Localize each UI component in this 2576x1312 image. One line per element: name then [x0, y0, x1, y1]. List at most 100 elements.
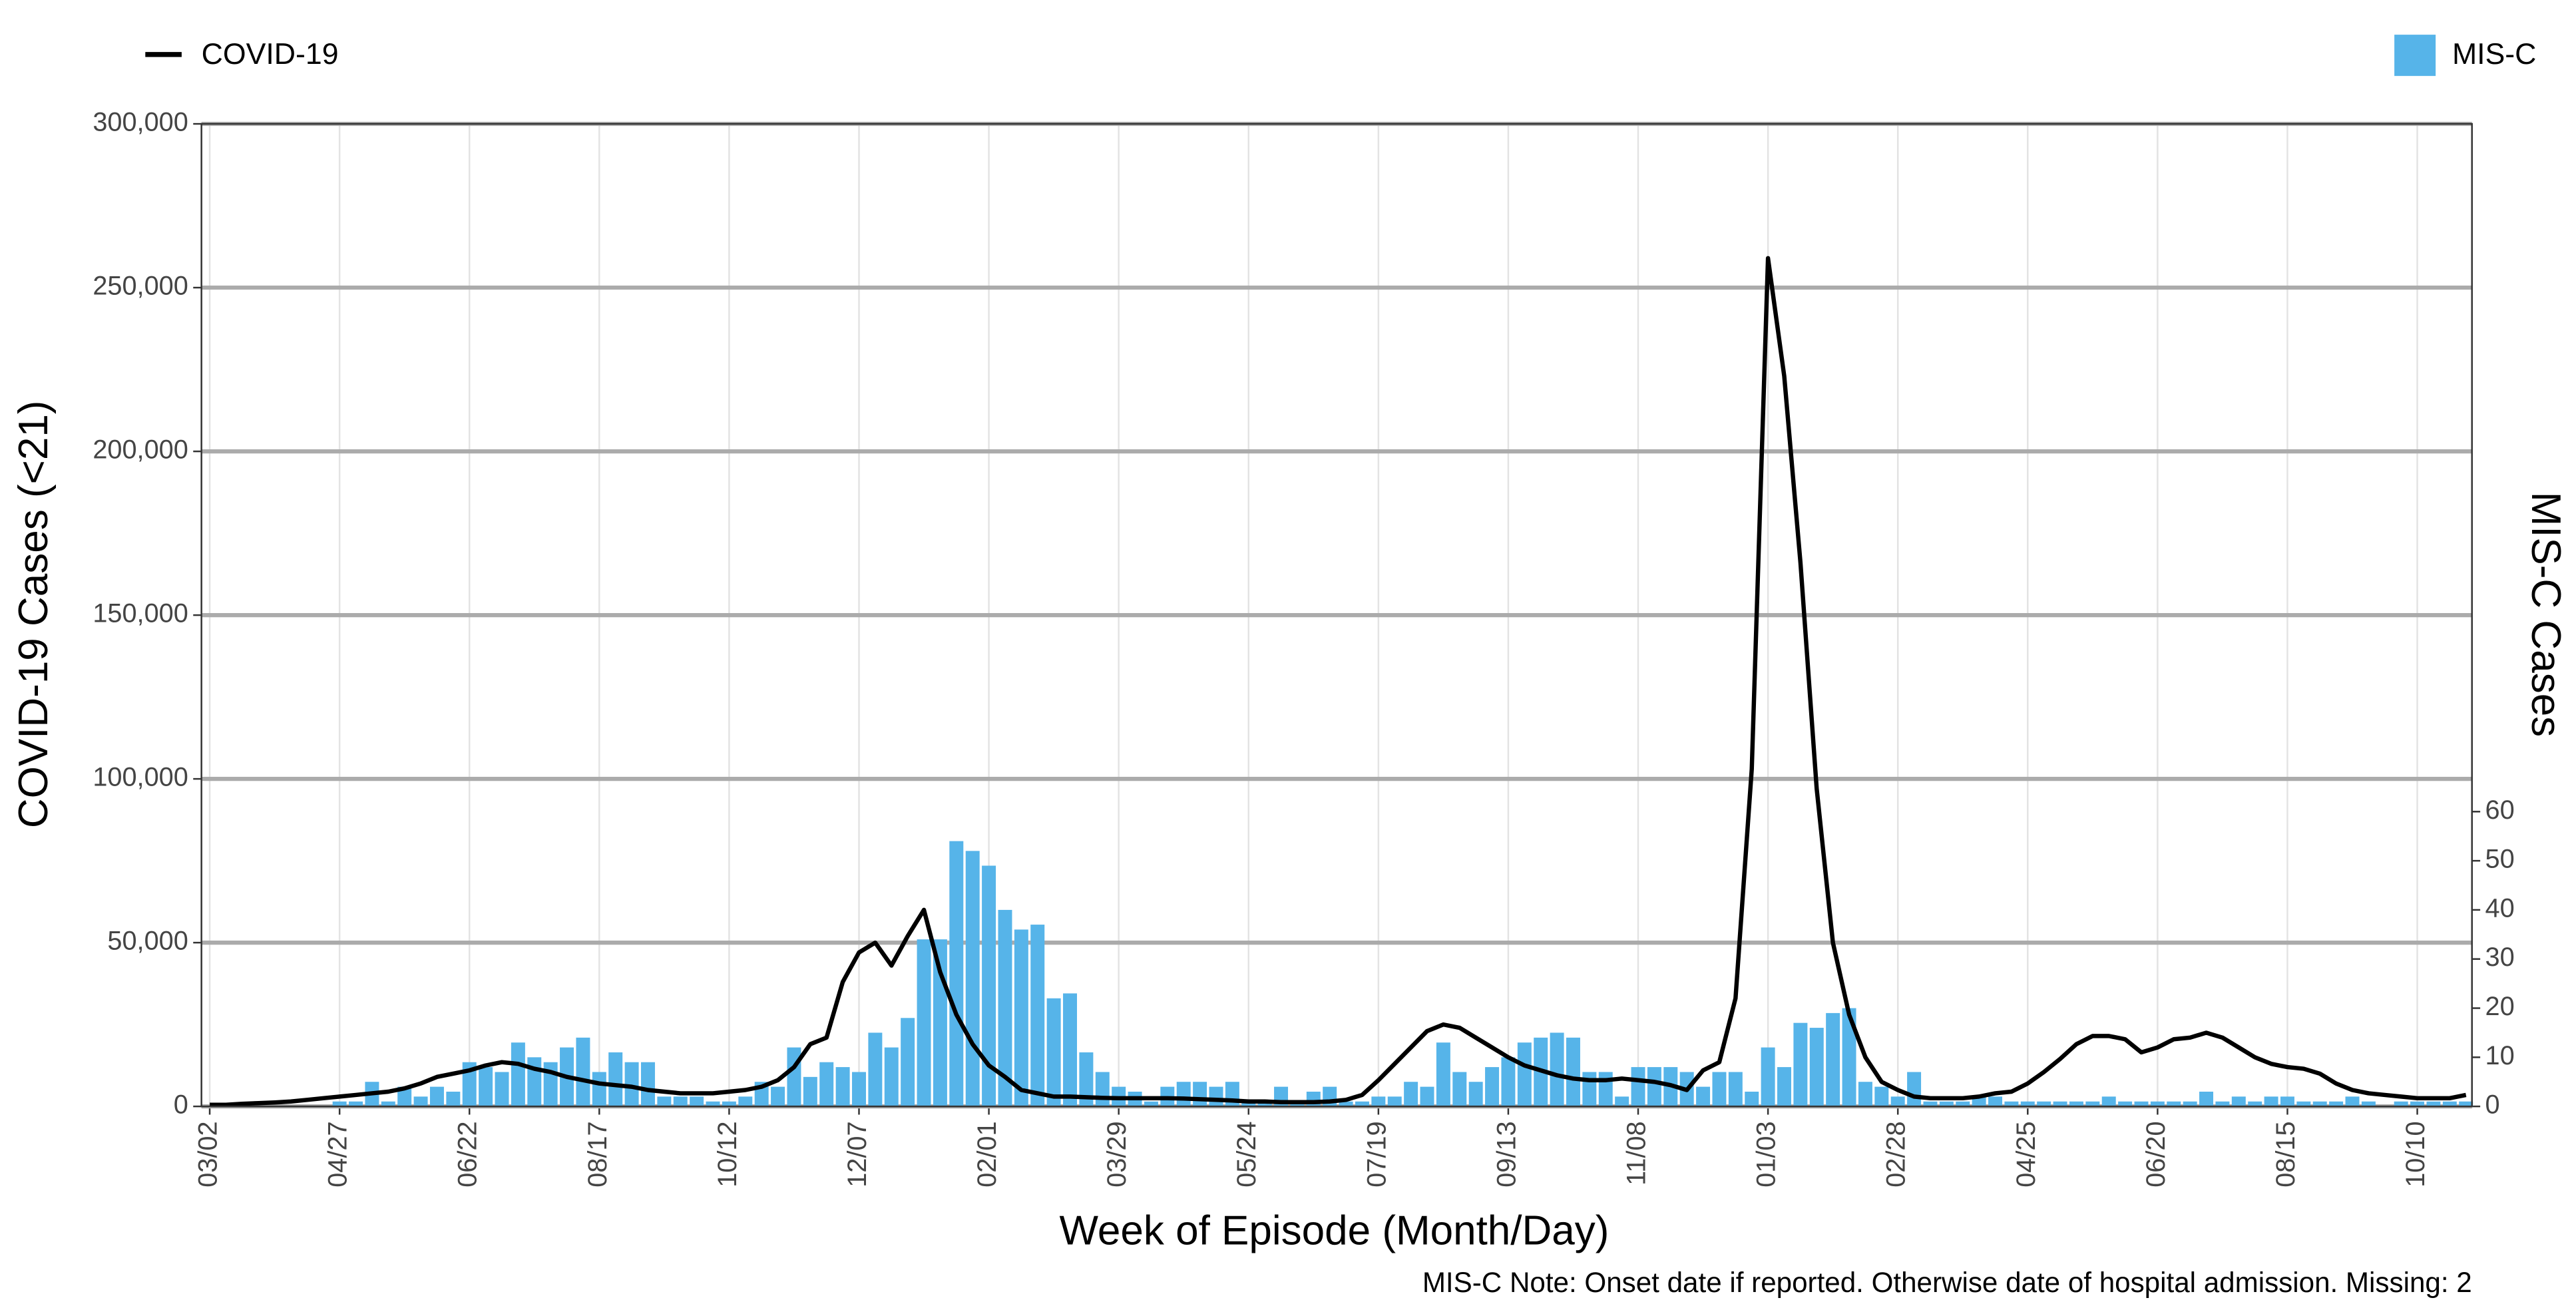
y-tick-label: 200,000: [93, 435, 188, 465]
bar: [852, 1072, 866, 1107]
bar: [2053, 1101, 2067, 1107]
bar: [1939, 1101, 1954, 1107]
bar: [917, 939, 931, 1107]
bar: [1241, 1101, 1256, 1107]
bar: [1761, 1047, 1775, 1107]
bar: [1176, 1082, 1191, 1107]
x-tick-label: 05/24: [1232, 1121, 1261, 1187]
bar: [1193, 1082, 1207, 1107]
bar: [381, 1101, 395, 1107]
bar: [511, 1042, 525, 1107]
bar: [998, 909, 1012, 1107]
bar: [2215, 1101, 2230, 1107]
bar: [868, 1032, 883, 1107]
bar: [1858, 1082, 1872, 1107]
bar: [657, 1096, 672, 1107]
bar: [1745, 1091, 1759, 1107]
bar: [543, 1062, 558, 1107]
legend-label: COVID-19: [202, 38, 339, 71]
x-axis-title: Week of Episode (Month/Day): [1060, 1208, 1610, 1254]
bar: [1956, 1101, 1970, 1107]
y2-tick-label: 10: [2485, 1041, 2515, 1070]
bar: [982, 865, 996, 1107]
bar: [2020, 1101, 2035, 1107]
y-tick-label: 300,000: [93, 108, 188, 137]
bar: [527, 1057, 542, 1107]
bar: [884, 1047, 899, 1107]
bar: [1436, 1042, 1450, 1107]
bar: [2410, 1101, 2425, 1107]
bar: [1144, 1101, 1158, 1107]
bar: [1095, 1072, 1110, 1107]
bar: [608, 1052, 623, 1107]
bar: [787, 1047, 801, 1107]
legend-swatch: [2394, 35, 2436, 77]
y-tick-label: 50,000: [107, 927, 188, 956]
bar: [2459, 1101, 2473, 1107]
bar: [706, 1101, 720, 1107]
bar: [592, 1072, 606, 1107]
bar: [479, 1067, 493, 1107]
x-tick-label: 08/15: [2271, 1121, 2300, 1187]
bar: [2085, 1101, 2100, 1107]
x-tick-label: 06/20: [2141, 1121, 2171, 1187]
bar: [1890, 1096, 1905, 1107]
plot-border: [200, 122, 2473, 1108]
bar: [771, 1086, 785, 1107]
x-tick-label: 09/13: [1492, 1121, 1521, 1187]
y-tick-label: 100,000: [93, 763, 188, 792]
y2-tick-label: 20: [2485, 992, 2515, 1021]
bar: [835, 1067, 850, 1107]
x-tick-label: 04/27: [323, 1121, 353, 1187]
bar: [446, 1091, 461, 1107]
bar: [2183, 1101, 2197, 1107]
bar: [2329, 1101, 2344, 1107]
x-tick-label: 10/12: [713, 1121, 742, 1187]
x-tick-label: 03/29: [1102, 1121, 1132, 1187]
x-tick-label: 08/17: [583, 1121, 612, 1187]
bar: [1728, 1072, 1743, 1107]
bar: [1485, 1067, 1500, 1107]
bar: [2426, 1101, 2441, 1107]
bar: [1777, 1067, 1791, 1107]
bar: [2199, 1091, 2214, 1107]
x-tick-label: 11/08: [1622, 1121, 1651, 1185]
x-tick-label: 01/03: [1752, 1121, 1781, 1187]
bar: [2101, 1096, 2116, 1107]
bar: [1209, 1086, 1223, 1107]
bar: [1647, 1067, 1661, 1107]
bar: [2296, 1101, 2311, 1107]
bar: [1355, 1101, 1369, 1107]
bar: [2312, 1101, 2327, 1107]
bar: [1809, 1028, 1824, 1107]
bar: [1712, 1072, 1727, 1107]
bar: [2280, 1096, 2294, 1107]
bar: [1079, 1052, 1094, 1107]
bar: [1550, 1032, 1564, 1107]
y2-tick-label: 0: [2485, 1090, 2500, 1120]
bar: [624, 1062, 639, 1107]
bar: [901, 1018, 915, 1107]
bar: [1615, 1096, 1629, 1107]
x-tick-label: 12/07: [843, 1121, 872, 1187]
x-tick-label: 07/19: [1362, 1121, 1391, 1187]
bar: [429, 1086, 444, 1107]
bar: [1874, 1086, 1889, 1107]
x-tick-label: 10/10: [2401, 1121, 2430, 1187]
bar: [1046, 998, 1061, 1107]
y2-tick-label: 60: [2485, 795, 2515, 825]
bar: [819, 1062, 834, 1107]
bar: [1631, 1067, 1645, 1107]
legend-label: MIS-C: [2452, 38, 2536, 71]
bar: [1468, 1082, 1483, 1107]
bar: [495, 1072, 509, 1107]
bar: [1030, 925, 1045, 1107]
bar: [397, 1086, 412, 1107]
bar: [640, 1062, 655, 1107]
bar: [2150, 1101, 2165, 1107]
y2-axis-title: MIS-C Cases: [2523, 492, 2569, 738]
bar: [2004, 1101, 2019, 1107]
bar: [949, 841, 964, 1107]
bar: [1907, 1072, 1922, 1107]
